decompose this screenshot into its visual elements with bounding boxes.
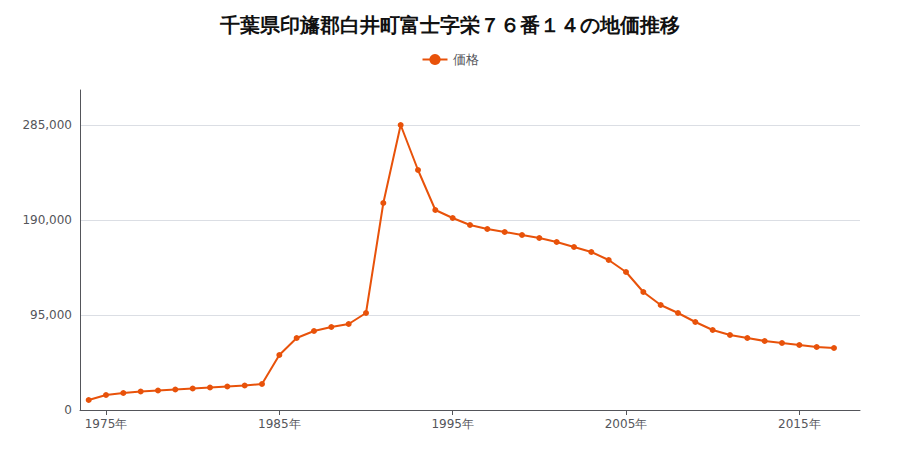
svg-text:190,000: 190,000 xyxy=(22,213,72,227)
svg-text:千葉県印旛郡白井町富士字栄７６番１４の地価推移: 千葉県印旛郡白井町富士字栄７６番１４の地価推移 xyxy=(219,13,680,37)
svg-text:1995年: 1995年 xyxy=(431,417,474,431)
svg-text:0: 0 xyxy=(64,403,72,417)
svg-text:2015年: 2015年 xyxy=(778,417,821,431)
svg-text:価格: 価格 xyxy=(453,52,479,67)
svg-text:285,000: 285,000 xyxy=(22,118,72,132)
svg-text:1975年: 1975年 xyxy=(85,417,128,431)
svg-text:2005年: 2005年 xyxy=(605,417,648,431)
svg-text:1985年: 1985年 xyxy=(258,417,301,431)
svg-text:95,000: 95,000 xyxy=(30,308,72,322)
